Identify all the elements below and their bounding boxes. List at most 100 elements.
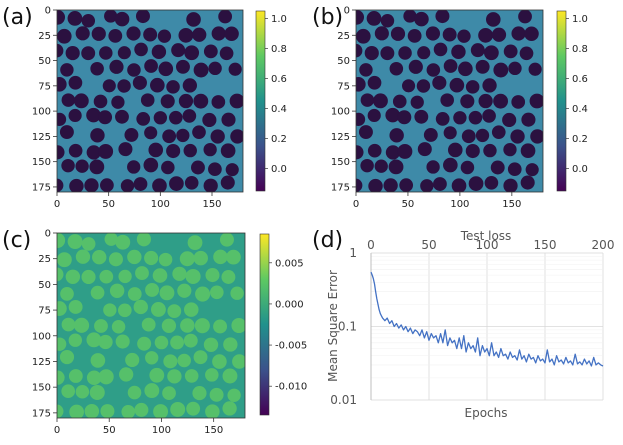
fiber-circle xyxy=(141,317,156,332)
fiber-circle xyxy=(367,143,382,158)
fiber-circle xyxy=(520,175,535,190)
fiber-circle xyxy=(193,350,208,365)
fiber-circle xyxy=(359,63,373,77)
fiber-circle xyxy=(374,26,389,41)
fiber-circle xyxy=(119,367,134,382)
chart-title: Test loss xyxy=(460,229,512,243)
y-tick-label: 50 xyxy=(337,56,350,67)
fiber-circle xyxy=(68,75,83,90)
fiber-circle xyxy=(195,286,211,302)
fiber-circle xyxy=(475,59,490,74)
fiber-circle xyxy=(205,268,220,283)
y-tick-label: 75 xyxy=(38,81,51,92)
fiber-circle xyxy=(127,160,141,174)
fiber-circle xyxy=(356,43,363,58)
fiber-circle xyxy=(103,303,117,317)
fiber-circle xyxy=(420,179,434,192)
colorbar-tick-label: 0.4 xyxy=(271,104,287,115)
fiber-circle xyxy=(57,337,67,351)
fiber-circle xyxy=(403,10,417,23)
fiber-circle xyxy=(226,249,241,265)
fiber-layer xyxy=(57,233,245,418)
fiber-circle xyxy=(511,26,526,41)
fiber-circle xyxy=(178,93,194,109)
fiber-circle xyxy=(185,268,201,285)
y-tick-label: 25 xyxy=(38,31,51,42)
fiber-circle xyxy=(210,129,225,144)
fiber-circle xyxy=(115,334,130,349)
x-tick-label: 150 xyxy=(502,199,521,210)
fiber-circle xyxy=(475,128,490,143)
fiber-circle xyxy=(433,177,447,191)
fiber-circle xyxy=(482,109,496,123)
heatmap-panel-c: 0 50 100 150 0 25 50 75 100 125 150 175 0.005 0.000 -0… xyxy=(32,229,307,437)
panel-label-d: (d) xyxy=(312,228,343,253)
fiber-circle xyxy=(468,110,483,125)
panel-label-a: (a) xyxy=(2,5,33,30)
colorbar-tick-label: 0.4 xyxy=(572,104,588,115)
fiber-circle xyxy=(398,46,412,60)
fiber-circle xyxy=(423,127,438,142)
y-tick-label: 0.01 xyxy=(330,393,357,407)
colorbar-tick-label: 0.8 xyxy=(271,44,287,55)
colorbar-tick-label: 0.2 xyxy=(271,134,287,145)
fiber-circle xyxy=(169,176,184,191)
fiber-circle xyxy=(57,301,67,316)
fiber-circle xyxy=(75,249,91,264)
fiber-circle xyxy=(179,251,195,267)
y-tick-label: 0 xyxy=(45,6,51,17)
x-tick-label: 50 xyxy=(103,425,116,436)
fiber-circle xyxy=(134,402,149,417)
fiber-circle xyxy=(449,77,465,93)
fiber-circle xyxy=(161,318,177,333)
fiber-circle xyxy=(183,302,199,317)
fiber-circle xyxy=(86,332,102,348)
fiber-circle xyxy=(57,178,64,192)
fiber-circle xyxy=(90,353,106,368)
fiber-circle xyxy=(460,160,475,175)
fiber-circle xyxy=(356,145,364,160)
fiber-circle xyxy=(414,11,429,27)
line-chart-panel-d: Test loss Epochs Mean Square Error 0 50 10… xyxy=(326,229,614,420)
x-tick-label: 50 xyxy=(402,199,415,210)
fiber-circle xyxy=(192,386,207,401)
fiber-circle xyxy=(364,45,379,61)
fiber-circle xyxy=(222,368,238,384)
fiber-circle xyxy=(399,178,414,192)
y-tick-label: 25 xyxy=(38,254,51,265)
fiber-circle xyxy=(194,318,210,334)
fiber-circle xyxy=(443,59,458,73)
fiber-circle xyxy=(205,404,220,418)
x-tick-label: 0 xyxy=(367,238,375,252)
fiber-circle xyxy=(360,158,374,173)
colorbar xyxy=(255,10,266,192)
fiber-circle xyxy=(57,28,72,44)
fiber-circle xyxy=(184,176,199,190)
fiber-circle xyxy=(193,62,209,78)
fiber-circle xyxy=(205,368,219,382)
x-tick-label: 0 xyxy=(54,199,60,210)
fiber-circle xyxy=(127,63,141,77)
fiber-circle xyxy=(108,252,123,267)
fiber-circle xyxy=(191,160,205,175)
fiber-circle xyxy=(158,61,174,77)
fiber-circle xyxy=(91,26,106,41)
fiber-circle xyxy=(92,250,107,265)
fiber-circle xyxy=(180,318,195,333)
fiber-circle xyxy=(182,78,198,93)
fiber-circle xyxy=(177,283,192,298)
fiber-circle xyxy=(143,27,158,42)
colorbar xyxy=(556,10,567,192)
fiber-circle xyxy=(100,178,114,192)
fiber-circle xyxy=(81,14,96,28)
fiber-circle xyxy=(491,125,506,139)
fiber-circle xyxy=(157,29,172,43)
fiber-circle xyxy=(482,78,497,93)
fiber-circle xyxy=(175,59,190,74)
fiber-circle xyxy=(490,160,505,175)
fiber-circle xyxy=(75,159,89,173)
y-tick-label: 0 xyxy=(344,6,350,17)
fiber-circle xyxy=(68,299,83,314)
colorbar-tick-label: 0.005 xyxy=(275,258,304,269)
